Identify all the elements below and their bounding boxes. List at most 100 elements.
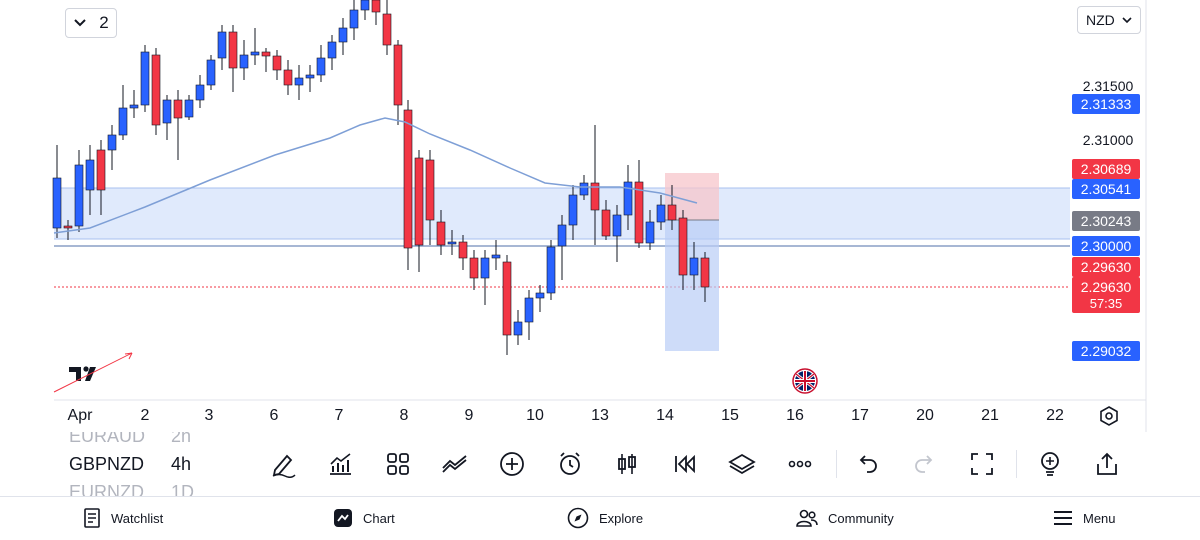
replay-icon[interactable] (669, 448, 701, 480)
bull-candle (118, 107, 128, 136)
bear-candle (151, 54, 161, 126)
trend-arrow-line[interactable] (53, 352, 133, 393)
redo-icon[interactable] (909, 448, 941, 480)
price-tag[interactable]: 2.31333 (1072, 94, 1140, 114)
chart-type-icon[interactable] (611, 448, 643, 480)
price-tag[interactable]: 2.30243 (1072, 211, 1140, 231)
nav-community[interactable]: Community (796, 505, 894, 531)
layout-selector[interactable]: 2 (65, 8, 117, 38)
bear-candle (601, 209, 611, 237)
bull-candle (239, 54, 249, 69)
time-axis-label: 16 (786, 407, 804, 424)
currency-label: NZD (1086, 12, 1115, 28)
bull-candle (612, 214, 622, 237)
bull-candle (74, 164, 84, 227)
bull-candle (656, 204, 666, 223)
undo-icon[interactable] (851, 448, 883, 480)
bull-candle (52, 177, 62, 229)
explore-icon (567, 507, 589, 529)
bull-candle (535, 292, 545, 299)
currency-selector[interactable]: NZD (1077, 6, 1141, 34)
draw-icon[interactable] (267, 448, 299, 480)
ideas-icon[interactable] (1034, 448, 1066, 480)
chevron-down-icon (1122, 17, 1132, 24)
bear-candle (228, 31, 238, 69)
templates-icon[interactable] (382, 448, 414, 480)
time-axis-label: 8 (399, 407, 409, 424)
price-tag[interactable]: 2.29032 (1072, 341, 1140, 361)
bear-candle (436, 221, 446, 246)
bear-candle (272, 55, 282, 71)
nav-label: Watchlist (111, 510, 164, 526)
bear-candle (96, 149, 106, 191)
bear-candle (634, 181, 644, 244)
position-target-zone[interactable] (665, 220, 719, 351)
more-icon[interactable] (784, 448, 816, 480)
nav-menu[interactable]: Menu (1053, 505, 1116, 531)
moving-average-line (53, 117, 698, 234)
add-icon[interactable] (496, 448, 528, 480)
watchlist-row-active[interactable]: GBPNZD 4h (69, 454, 191, 475)
bull-candle (250, 51, 260, 56)
interval-label: 1D (171, 482, 195, 496)
price-tag[interactable]: 2.29630 (1072, 257, 1140, 277)
bull-candle (557, 224, 567, 247)
price-tag[interactable]: 2.30000 (1072, 236, 1140, 256)
bull-candle (195, 84, 205, 101)
bull-candle (349, 9, 359, 29)
bull-candle (568, 194, 578, 226)
bear-candle (393, 44, 403, 106)
bear-candle (414, 157, 424, 246)
bear-candle (261, 51, 271, 57)
bull-candle (480, 257, 490, 279)
interval-label: 2h (171, 432, 192, 446)
watchlist-preview[interactable]: EURAUD 2h GBPNZD 4h EURNZD 1D (0, 432, 240, 496)
price-axis-label: 2.31500 (1082, 78, 1134, 94)
last-price-tag[interactable]: 2.29630 (1072, 277, 1140, 297)
bear-candle (469, 257, 479, 279)
toolbar-divider (836, 450, 837, 478)
share-icon[interactable] (1091, 448, 1123, 480)
watchlist-row[interactable]: EURAUD 2h (69, 432, 191, 447)
layout-count: 2 (99, 13, 109, 32)
uk-flag-icon[interactable] (792, 368, 818, 394)
price-tag[interactable]: 2.30541 (1072, 179, 1140, 199)
candles-group (52, 0, 710, 355)
axis-settings-icon[interactable] (1098, 405, 1120, 427)
layers-icon[interactable] (726, 448, 758, 480)
toolbar-divider (1016, 450, 1017, 478)
bear-candle (458, 241, 468, 259)
alert-icon[interactable] (554, 448, 586, 480)
compare-icon[interactable] (439, 448, 471, 480)
nav-watchlist[interactable]: Watchlist (83, 505, 163, 531)
time-axis-label: 14 (656, 407, 674, 424)
bull-candle (217, 31, 227, 59)
bear-candle (382, 13, 392, 46)
bear-candle (63, 225, 73, 229)
interval-label: 4h (171, 454, 192, 474)
time-axis-label: Apr (67, 407, 93, 424)
symbol-label: EURAUD (69, 432, 146, 446)
fullscreen-icon[interactable] (966, 448, 998, 480)
bear-candle (700, 257, 710, 288)
bull-candle (184, 99, 194, 118)
chart-icon (334, 509, 352, 527)
nav-chart[interactable]: Chart (333, 505, 395, 531)
bear-candle (667, 204, 677, 221)
time-axis-label: 10 (526, 407, 544, 424)
time-axis-label: 13 (591, 407, 609, 424)
bull-candle (623, 181, 633, 216)
community-icon (796, 509, 818, 527)
price-axis-label: 2.31000 (1082, 132, 1134, 148)
symbol-label: GBPNZD (69, 454, 145, 474)
nav-explore[interactable]: Explore (567, 505, 643, 531)
bull-candle (447, 241, 457, 245)
watchlist-row[interactable]: EURNZD 1D (69, 482, 194, 496)
bull-candle (162, 99, 172, 124)
indicators-icon[interactable] (324, 448, 356, 480)
time-axis-label: 17 (851, 407, 869, 424)
price-tag[interactable]: 2.30689 (1072, 159, 1140, 179)
bear-candle (371, 0, 381, 13)
bear-candle (590, 182, 600, 211)
